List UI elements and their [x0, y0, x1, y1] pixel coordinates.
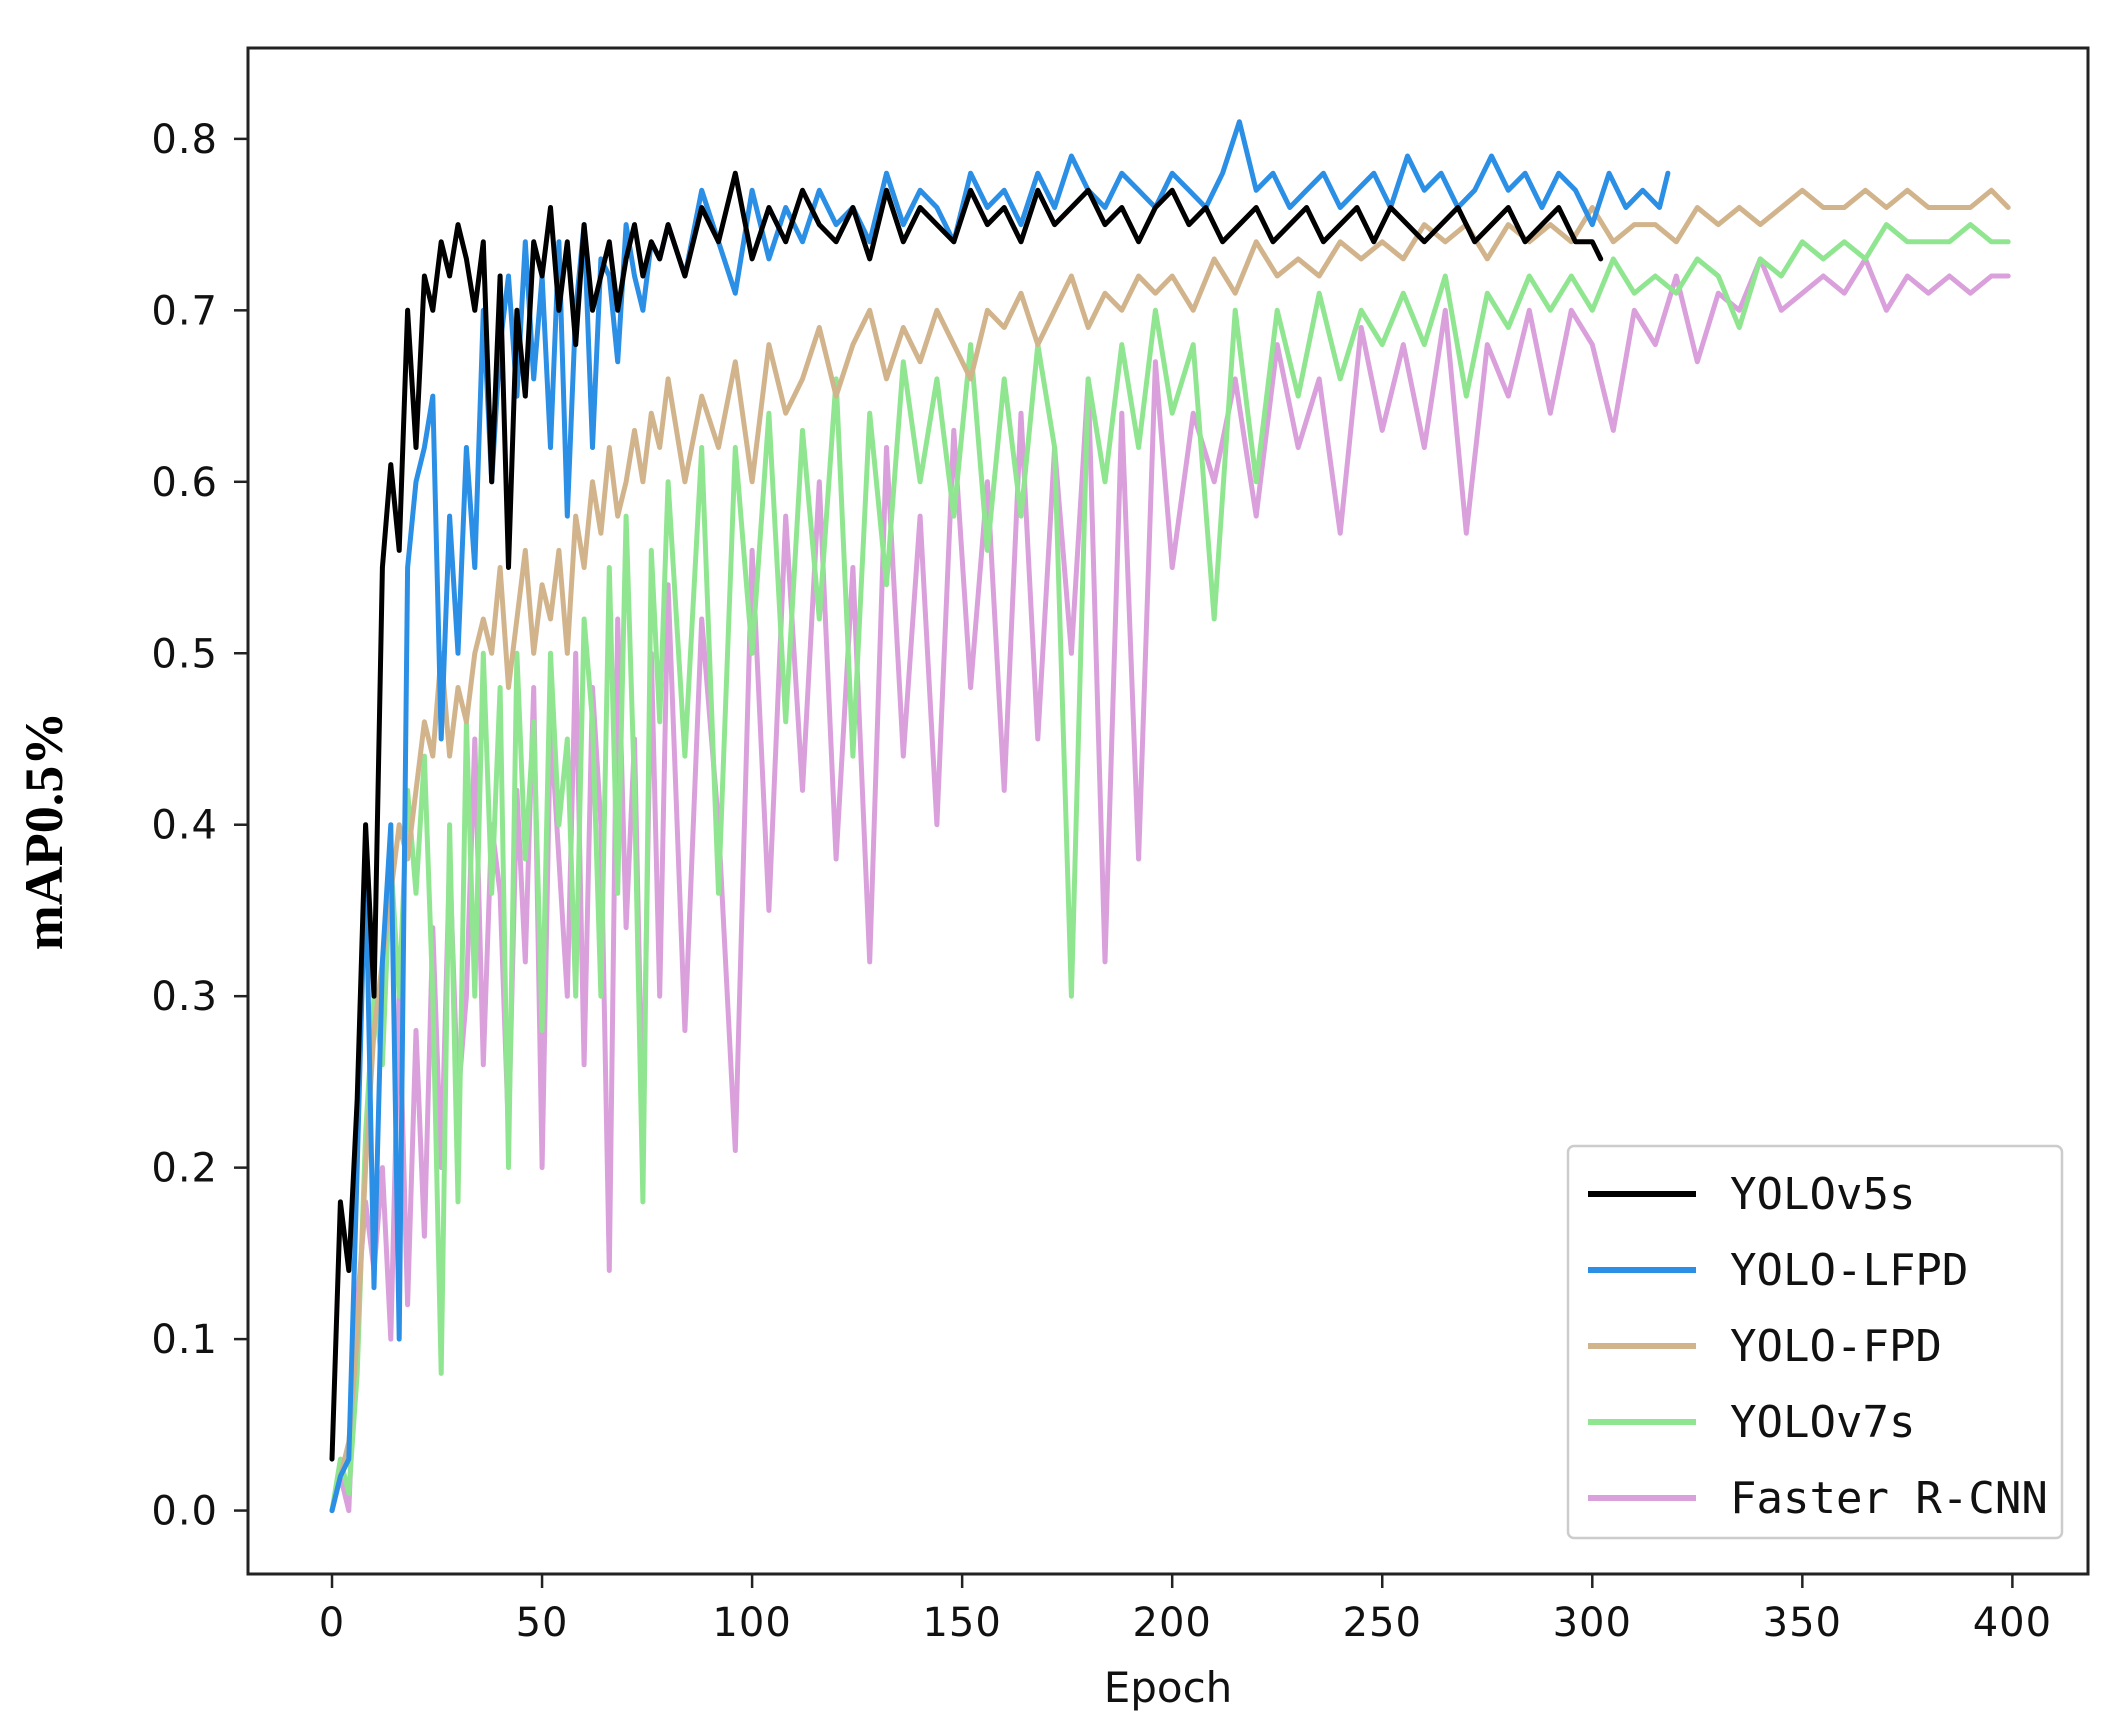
series-layer	[329, 119, 2011, 1514]
plot-frame	[246, 46, 2090, 1576]
x-tick-label: 350	[1763, 1600, 1842, 1646]
x-tick-label: 200	[1133, 1600, 1212, 1646]
legend-label: YOLOv5s	[1730, 1169, 1915, 1220]
x-tick-label: 300	[1553, 1600, 1632, 1646]
y-tick-label: 0.3	[151, 974, 218, 1020]
legend-label: YOLO-LFPD	[1730, 1245, 1968, 1296]
series-line-yolov5s	[329, 170, 1604, 1462]
legend-box	[1566, 1144, 2064, 1540]
legend: YOLOv5s YOLO-LFPD YOLO-FPD YOLOv7s Faster R-…	[1566, 1144, 2064, 1540]
y-tick-label: 0.0	[151, 1489, 218, 1535]
series-line-yolov7s	[329, 222, 2011, 1514]
x-tick-label: 400	[1973, 1600, 2052, 1646]
y-tick-label: 0.4	[151, 803, 218, 849]
x-tick-label: 250	[1343, 1600, 1422, 1646]
x-tick-label: 150	[922, 1600, 1001, 1646]
y-tick-label: 0.1	[151, 1317, 218, 1363]
y-tick-label: 0.5	[151, 631, 218, 677]
y-tick-label: 0.7	[151, 288, 218, 334]
legend-label: YOLO-FPD	[1730, 1321, 1942, 1372]
y-tick-label: 0.8	[151, 117, 218, 163]
tick-layer: 0 50 100 150 200 250 300 350 400 0.0 0.1 0.2 0.3 0.4 0…	[151, 117, 2052, 1646]
y-tick-label: 0.2	[151, 1146, 218, 1192]
x-axis-label: Epoch	[1104, 1663, 1233, 1712]
series-line-yolo-lfpd	[329, 119, 1671, 1514]
x-tick-label: 50	[516, 1600, 569, 1646]
x-tick-label: 100	[712, 1600, 791, 1646]
series-line-yolo-fpd	[329, 187, 2011, 1514]
series-line-faster-r-cnn	[329, 256, 2011, 1514]
legend-label: YOLOv7s	[1730, 1397, 1915, 1448]
x-tick-label: 0	[319, 1600, 345, 1646]
y-tick-label: 0.6	[151, 460, 218, 506]
legend-label: Faster R-CNN	[1730, 1473, 2048, 1524]
y-axis-label: mAP0.5%	[14, 712, 74, 950]
